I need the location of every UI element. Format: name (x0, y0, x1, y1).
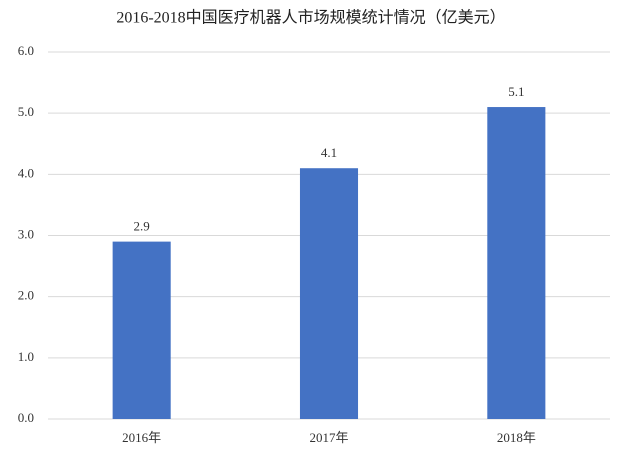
y-tick-label: 3.0 (18, 226, 34, 241)
y-tick-label: 5.0 (18, 104, 34, 119)
data-label: 4.1 (321, 145, 337, 160)
data-label: 2.9 (134, 219, 150, 234)
x-tick-label: 2018年 (497, 430, 536, 445)
bar (487, 107, 546, 420)
y-tick-label: 1.0 (18, 349, 34, 364)
y-tick-label: 2.0 (18, 288, 34, 303)
y-tick-label: 0.0 (18, 410, 34, 425)
x-tick-label: 2016年 (122, 430, 161, 445)
y-tick-label: 4.0 (18, 165, 34, 180)
chart-title: 2016-2018中国医疗机器人市场规模统计情况（亿美元） (116, 9, 505, 27)
data-label: 5.1 (508, 84, 524, 99)
y-tick-label: 6.0 (18, 43, 34, 58)
bar (112, 241, 171, 419)
x-tick-label: 2017年 (309, 430, 348, 445)
bar (299, 168, 359, 419)
